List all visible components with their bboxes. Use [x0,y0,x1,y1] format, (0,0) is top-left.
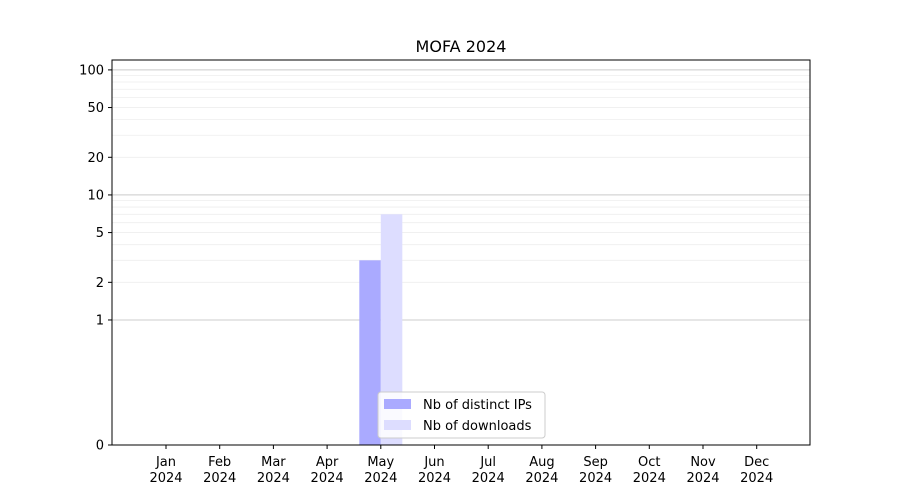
y-tick-label: 10 [87,188,104,203]
x-tick-label: Sep 2024 [579,455,612,486]
y-tick-label: 2 [96,276,104,291]
y-tick-label: 5 [96,226,104,241]
plot-frame [111,59,811,446]
x-tick-label: Aug 2024 [525,455,558,486]
bars [359,214,403,445]
grid-lines [112,69,810,321]
bar-downloads [380,214,403,445]
x-tick-label: Nov 2024 [686,455,719,486]
y-tick-label: 0 [96,439,104,454]
y-tick-label: 1 [96,313,104,328]
y-tick-label: 100 [79,63,104,78]
legend-frame [377,391,546,439]
x-axis-ticks: Jan 2024 Feb 2024 Mar 2024 Apr 2024 May 2024 Jun 20… [149,445,773,486]
x-tick-label: Dec 2024 [740,455,773,486]
y-tick-label: 20 [87,151,104,166]
legend-label: Nb of downloads [423,419,532,434]
bar-distinct-ips [359,260,381,445]
y-axis-ticks: 0 1 2 5 10 20 50 100 [79,63,112,454]
x-tick-label: Jul 2024 [472,455,505,486]
legend-label: Nb of distinct IPs [423,398,532,413]
chart-title: MOFA 2024 [416,37,507,56]
legend-swatch [384,420,411,430]
y-tick-label: 50 [87,101,104,116]
x-tick-label: Jan 2024 [149,455,182,486]
x-tick-label: Mar 2024 [257,455,290,486]
legend-swatch [384,399,411,409]
legend: Nb of distinct IPs Nb of downloads [377,391,546,439]
x-tick-label: Feb 2024 [203,455,236,486]
x-tick-label: Oct 2024 [633,455,666,486]
x-tick-label: Apr 2024 [311,455,344,486]
x-tick-label: May 2024 [364,455,397,486]
x-tick-label: Jun 2024 [418,455,451,486]
